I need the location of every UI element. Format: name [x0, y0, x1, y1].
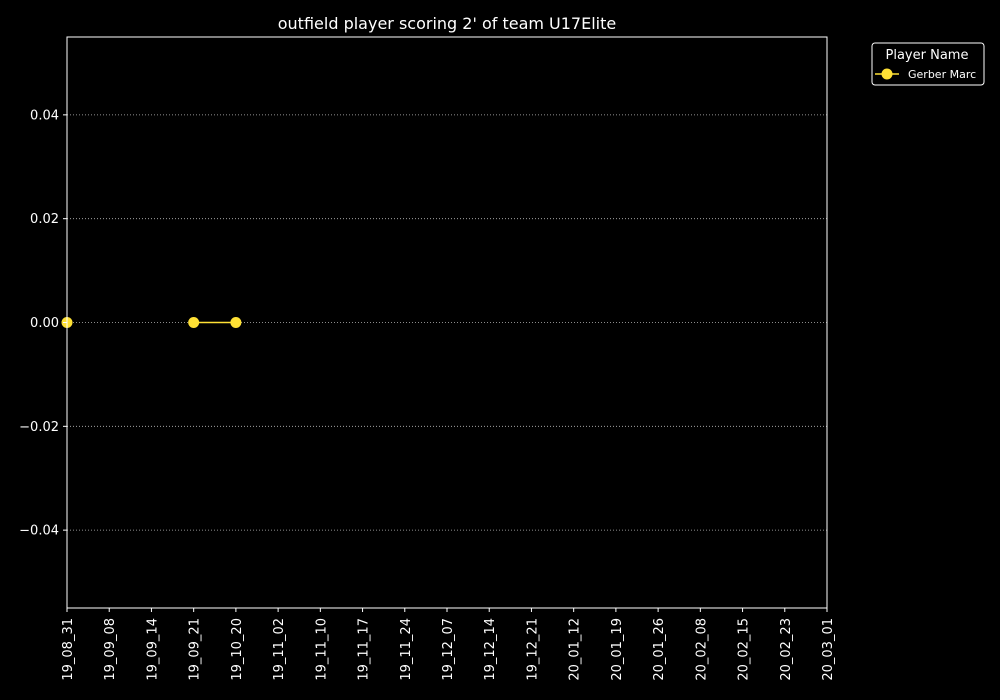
y-tick-label: 0.04 — [30, 108, 59, 123]
legend: Player Name Gerber Marc — [871, 42, 985, 86]
data-point — [188, 317, 200, 328]
y-tick-label: −0.02 — [19, 420, 59, 435]
x-tick-label: 20_02_15 — [737, 618, 752, 681]
legend-entry-label: Gerber Marc — [908, 68, 976, 81]
legend-title: Player Name — [886, 48, 969, 63]
x-tick-label: 20_01_19 — [610, 618, 625, 681]
x-tick-label: 19_10_20 — [230, 618, 245, 681]
x-tick-label: 19_11_17 — [357, 618, 372, 681]
x-tick-label: 20_02_23 — [779, 618, 794, 681]
chart-title: outfield player scoring 2' of team U17El… — [278, 14, 616, 33]
y-tick-label: 0.02 — [30, 212, 59, 227]
x-axis: 19_08_31 19_09_08 19_09_14 19_09_21 19_10_20… — [61, 608, 836, 681]
y-tick-label: 0.00 — [30, 316, 59, 331]
data-point — [230, 317, 242, 328]
legend-box — [871, 42, 985, 86]
x-tick-label: 19_12_07 — [441, 618, 456, 681]
x-tick-label: 19_11_02 — [272, 618, 287, 681]
x-tick-label: 19_09_21 — [188, 618, 203, 681]
x-tick-label: 20_03_01 — [821, 618, 836, 681]
x-tick-label: 19_09_08 — [103, 618, 118, 681]
x-tick-label: 19_08_31 — [61, 618, 76, 681]
x-tick-label: 19_12_14 — [483, 618, 498, 681]
x-tick-label: 19_12_21 — [525, 618, 540, 681]
x-tick-label: 19_11_10 — [314, 618, 329, 681]
x-tick-label: 19_09_14 — [145, 618, 160, 681]
x-tick-label: 20_01_26 — [652, 618, 667, 681]
x-tick-label: 19_11_24 — [399, 618, 414, 681]
y-tick-label: −0.04 — [19, 524, 59, 539]
x-tick-label: 20_02_08 — [694, 618, 709, 681]
x-tick-label: 20_01_12 — [568, 618, 583, 681]
legend-marker-swatch — [881, 68, 893, 80]
y-axis: −0.04 −0.02 0.00 0.02 0.04 — [19, 108, 67, 539]
